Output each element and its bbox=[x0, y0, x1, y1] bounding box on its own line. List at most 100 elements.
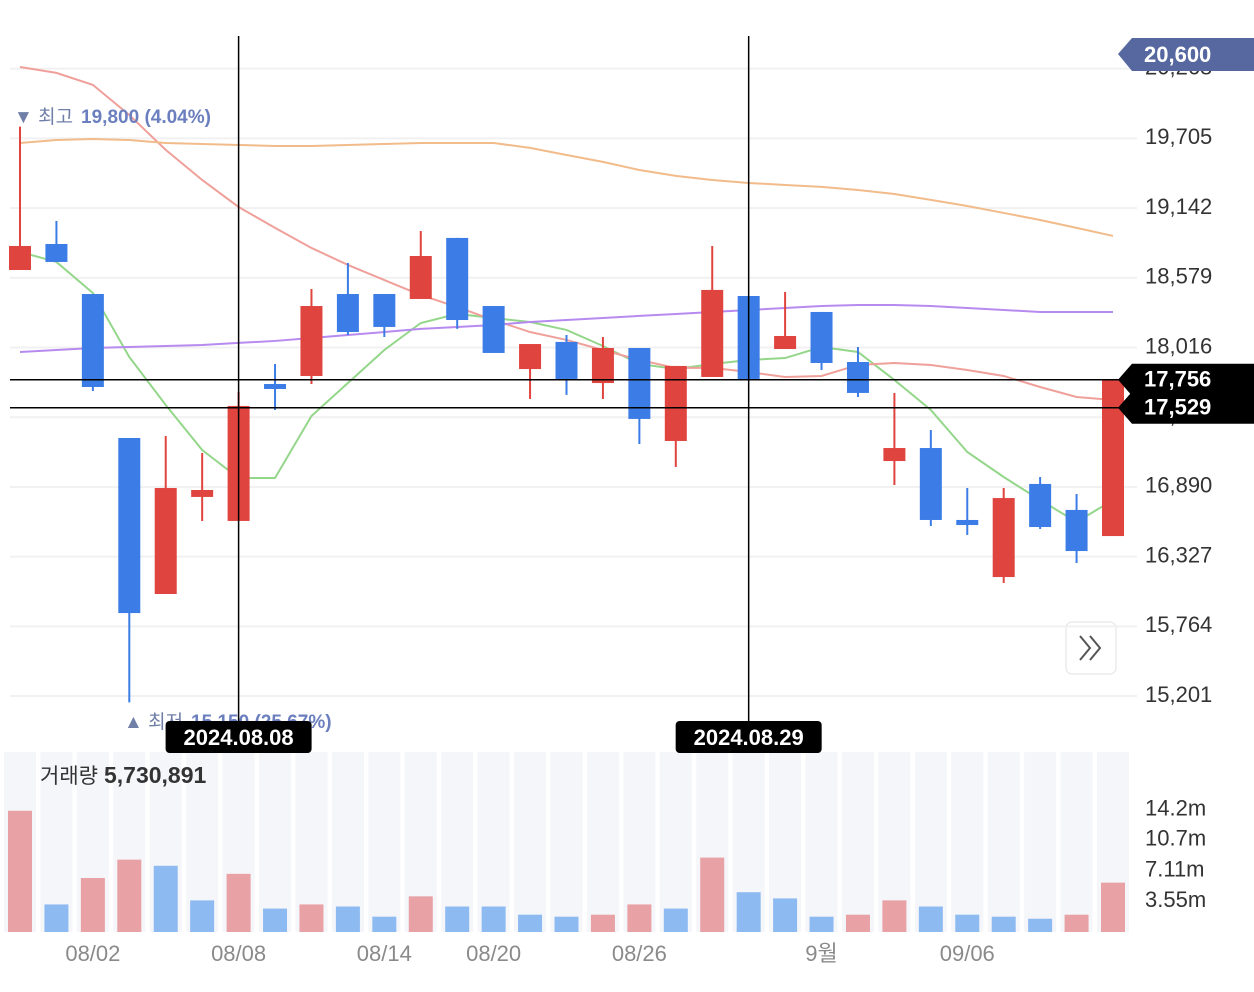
moving-average bbox=[19, 250, 1114, 524]
volume-bar bbox=[773, 898, 798, 932]
volume-bar bbox=[663, 908, 688, 932]
candle-body bbox=[191, 490, 214, 497]
volume-bar bbox=[1064, 914, 1089, 932]
volume-column bbox=[951, 752, 984, 932]
note-text: 19,800 (4.04%) bbox=[81, 107, 211, 128]
volume-column bbox=[295, 752, 328, 932]
y-tick-label: 16,890 bbox=[1145, 473, 1212, 498]
volume-bar bbox=[8, 810, 32, 932]
candle-body bbox=[1102, 379, 1124, 537]
volume-column bbox=[987, 752, 1020, 932]
moving-average bbox=[19, 138, 1114, 237]
volume-column bbox=[1024, 752, 1057, 932]
date-box bbox=[165, 721, 312, 753]
candle-body bbox=[482, 306, 505, 353]
candle-body bbox=[883, 448, 906, 462]
volume-bar bbox=[809, 916, 834, 932]
volume-column bbox=[550, 752, 583, 932]
volume-column bbox=[40, 752, 73, 932]
volume-bar bbox=[736, 892, 761, 932]
more-button[interactable] bbox=[1065, 621, 1117, 675]
volume-column bbox=[368, 752, 401, 932]
crosshair-price: 17,529 bbox=[1144, 395, 1211, 420]
candle-body bbox=[81, 294, 104, 387]
candle-body bbox=[409, 256, 432, 299]
volume-bar bbox=[518, 914, 543, 932]
crosshair-date: 2024.08.29 bbox=[694, 725, 804, 750]
volume-bar bbox=[445, 906, 470, 932]
volume-bar bbox=[845, 914, 870, 932]
x-tick-label: 09/06 bbox=[940, 941, 995, 966]
crosshair-date: 2024.08.08 bbox=[184, 725, 294, 750]
volume-bar bbox=[627, 904, 652, 932]
volume-background bbox=[4, 752, 1129, 932]
candle-body bbox=[45, 243, 68, 262]
candle-body bbox=[446, 237, 469, 321]
volume-bar bbox=[408, 896, 433, 932]
candle-body bbox=[591, 347, 614, 384]
volume-bar bbox=[882, 900, 907, 932]
top-tag-label: 20,600 bbox=[1144, 42, 1211, 67]
volume-bar bbox=[335, 906, 360, 932]
y-tick-label: 16,327 bbox=[1145, 542, 1212, 567]
volume-column bbox=[586, 752, 619, 932]
volume-bar bbox=[117, 859, 142, 932]
crosshair-price: 17,756 bbox=[1144, 367, 1211, 392]
volume-column bbox=[805, 752, 838, 932]
volume-bar bbox=[1028, 918, 1053, 932]
top-tag bbox=[1118, 38, 1254, 71]
y-tick-label: 19,705 bbox=[1145, 124, 1212, 149]
volume-column bbox=[477, 752, 510, 932]
candle-body bbox=[555, 341, 578, 379]
y-tick-label: 7.11m bbox=[1145, 857, 1205, 882]
candle-body bbox=[9, 245, 31, 270]
candle-body bbox=[919, 448, 942, 520]
volume-bar bbox=[299, 904, 324, 932]
volume-bar bbox=[700, 857, 725, 932]
volume-value: 5,730,891 bbox=[104, 762, 207, 788]
volume-column bbox=[441, 752, 474, 932]
candle-body bbox=[1065, 509, 1088, 552]
date-box bbox=[675, 721, 822, 753]
price-box bbox=[1118, 391, 1254, 424]
candle-body bbox=[519, 344, 542, 370]
candle-body bbox=[264, 384, 287, 389]
candle-body bbox=[701, 289, 724, 377]
candle-body bbox=[810, 311, 833, 363]
volume-title: 거래량 bbox=[40, 765, 98, 788]
y-tick-label: 18,016 bbox=[1145, 333, 1212, 358]
button-icon[interactable] bbox=[1079, 635, 1102, 661]
candle-body bbox=[1029, 483, 1052, 528]
volume-bar bbox=[80, 878, 105, 932]
volume-column bbox=[623, 752, 656, 932]
volume-bar bbox=[955, 914, 980, 932]
candle-body bbox=[628, 347, 651, 419]
volume-bar bbox=[263, 908, 288, 932]
y-tick-label: 15,201 bbox=[1145, 682, 1212, 707]
volume-column bbox=[659, 752, 692, 932]
price-note: ▼ 최고 19,800 (4.04%) bbox=[14, 106, 211, 128]
price-box bbox=[1118, 363, 1254, 396]
y-tick-label: 14.2m bbox=[1145, 796, 1206, 821]
candle-body bbox=[373, 294, 396, 327]
candle-body bbox=[992, 498, 1015, 578]
volume-column bbox=[514, 752, 547, 932]
volume-bar bbox=[481, 906, 506, 932]
volume-column bbox=[331, 752, 364, 932]
x-tick-label: 08/02 bbox=[65, 941, 120, 966]
y-tick-label: 18,579 bbox=[1145, 264, 1212, 289]
volume-bar bbox=[44, 904, 69, 932]
volume-bar bbox=[918, 906, 943, 932]
volume-bar bbox=[226, 873, 251, 932]
candle-body bbox=[154, 488, 177, 595]
volume-bar bbox=[372, 916, 397, 932]
volume-column bbox=[914, 752, 947, 932]
candle-body bbox=[664, 365, 687, 441]
x-tick-label: 9월 bbox=[805, 941, 837, 966]
candle-body bbox=[774, 335, 797, 349]
volume-bar bbox=[991, 916, 1016, 932]
candle-body bbox=[300, 306, 323, 376]
y-tick-label: 10.7m bbox=[1145, 826, 1206, 851]
volume-bar bbox=[554, 916, 579, 932]
